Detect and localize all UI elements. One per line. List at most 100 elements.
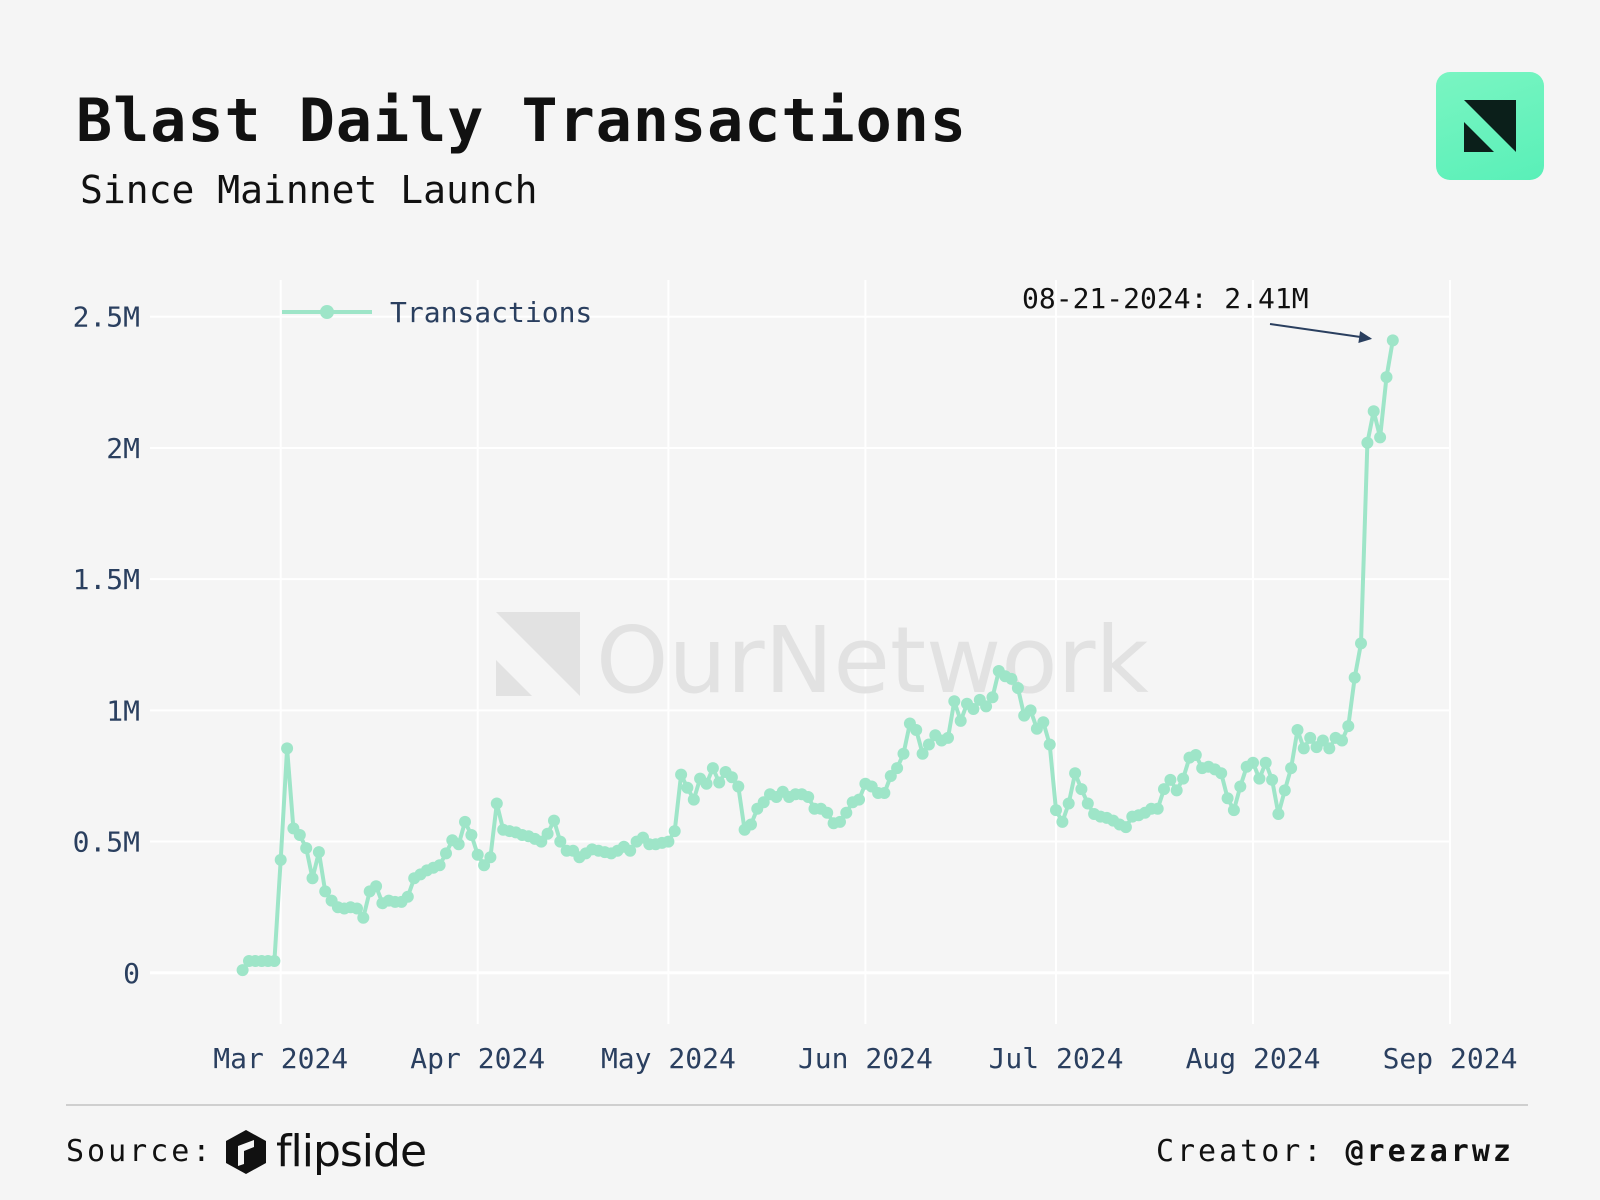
data-point[interactable]: [834, 815, 846, 828]
data-point[interactable]: [465, 829, 478, 841]
data-point[interactable]: [802, 791, 815, 803]
data-point[interactable]: [1170, 784, 1183, 797]
y-tick-label: 2.5M: [73, 301, 140, 334]
data-point[interactable]: [541, 827, 554, 840]
legend[interactable]: Transactions: [282, 296, 592, 329]
data-point[interactable]: [1164, 773, 1177, 786]
data-point[interactable]: [916, 747, 929, 760]
data-point[interactable]: [319, 885, 332, 898]
data-point[interactable]: [675, 768, 688, 781]
data-point[interactable]: [1323, 742, 1336, 755]
data-point[interactable]: [1069, 767, 1082, 780]
data-point[interactable]: [236, 964, 249, 977]
data-point[interactable]: [700, 777, 713, 790]
data-point[interactable]: [1234, 780, 1247, 793]
data-point[interactable]: [452, 838, 465, 851]
data-point[interactable]: [745, 818, 757, 831]
data-point[interactable]: [1304, 731, 1317, 744]
data-point[interactable]: [967, 703, 980, 715]
data-point[interactable]: [1342, 720, 1355, 733]
data-point[interactable]: [1336, 734, 1348, 747]
data-point[interactable]: [948, 695, 961, 708]
data-point[interactable]: [471, 848, 484, 861]
data-point[interactable]: [891, 762, 904, 775]
data-point[interactable]: [1056, 815, 1069, 828]
data-point[interactable]: [910, 724, 923, 736]
data-point[interactable]: [312, 846, 325, 859]
data-point[interactable]: [1386, 334, 1399, 347]
data-point[interactable]: [1367, 405, 1380, 418]
data-point[interactable]: [1253, 772, 1266, 785]
data-point[interactable]: [1272, 808, 1285, 820]
data-point[interactable]: [980, 700, 993, 713]
data-point[interactable]: [1215, 767, 1228, 780]
data-point[interactable]: [681, 781, 694, 794]
data-point[interactable]: [351, 902, 363, 915]
data-point[interactable]: [401, 890, 414, 903]
data-point[interactable]: [668, 825, 681, 838]
data-point[interactable]: [1259, 756, 1272, 769]
data-point[interactable]: [624, 844, 637, 857]
data-point[interactable]: [986, 691, 999, 704]
creator-handle[interactable]: @rezarwz: [1345, 1134, 1514, 1169]
data-point[interactable]: [1189, 749, 1202, 761]
data-point[interactable]: [1380, 371, 1393, 384]
data-point[interactable]: [1361, 436, 1374, 449]
data-point[interactable]: [484, 851, 497, 864]
data-point[interactable]: [370, 880, 383, 893]
data-point[interactable]: [440, 847, 452, 860]
data-point[interactable]: [306, 872, 319, 885]
data-point[interactable]: [725, 771, 738, 784]
data-point[interactable]: [268, 955, 281, 967]
data-point[interactable]: [1278, 784, 1291, 797]
data-point[interactable]: [293, 829, 306, 841]
data-point[interactable]: [840, 806, 853, 819]
data-point[interactable]: [706, 762, 719, 775]
data-point[interactable]: [1011, 682, 1024, 694]
data-point[interactable]: [1037, 716, 1050, 729]
data-point[interactable]: [1266, 773, 1279, 786]
watermark-text: OurNetwork: [596, 607, 1149, 714]
data-point[interactable]: [459, 815, 471, 828]
data-point[interactable]: [713, 776, 726, 789]
data-point[interactable]: [821, 806, 834, 819]
data-point[interactable]: [662, 835, 675, 848]
data-point[interactable]: [1151, 802, 1164, 815]
data-point[interactable]: [1075, 783, 1088, 796]
data-point[interactable]: [1050, 804, 1062, 817]
data-point[interactable]: [853, 793, 865, 806]
data-point[interactable]: [433, 859, 446, 872]
data-point[interactable]: [548, 814, 560, 827]
data-point[interactable]: [897, 747, 910, 760]
data-point[interactable]: [554, 835, 567, 848]
data-point[interactable]: [732, 780, 745, 793]
data-point[interactable]: [1348, 671, 1361, 684]
data-point[interactable]: [1005, 672, 1018, 685]
data-point[interactable]: [1158, 783, 1170, 796]
data-point[interactable]: [1285, 762, 1298, 775]
data-point[interactable]: [1227, 804, 1240, 817]
data-point[interactable]: [1081, 797, 1094, 810]
data-point[interactable]: [922, 738, 935, 751]
data-point[interactable]: [357, 911, 370, 924]
data-point[interactable]: [1247, 756, 1259, 769]
data-point[interactable]: [1177, 772, 1190, 785]
data-point[interactable]: [687, 793, 700, 806]
data-point[interactable]: [954, 714, 967, 727]
data-point[interactable]: [1221, 792, 1234, 805]
data-point[interactable]: [1062, 797, 1075, 810]
data-point[interactable]: [1374, 431, 1387, 444]
data-point[interactable]: [1119, 821, 1132, 834]
series-transactions: [236, 334, 1399, 977]
data-point[interactable]: [274, 853, 287, 866]
data-point[interactable]: [1291, 724, 1304, 736]
data-point[interactable]: [300, 842, 313, 855]
data-point[interactable]: [281, 742, 294, 755]
data-point[interactable]: [878, 787, 891, 799]
data-point[interactable]: [1355, 637, 1367, 650]
data-point[interactable]: [490, 797, 503, 810]
data-point[interactable]: [1297, 742, 1310, 755]
data-point[interactable]: [942, 731, 954, 744]
data-point[interactable]: [1043, 738, 1056, 751]
data-point[interactable]: [1024, 704, 1037, 717]
